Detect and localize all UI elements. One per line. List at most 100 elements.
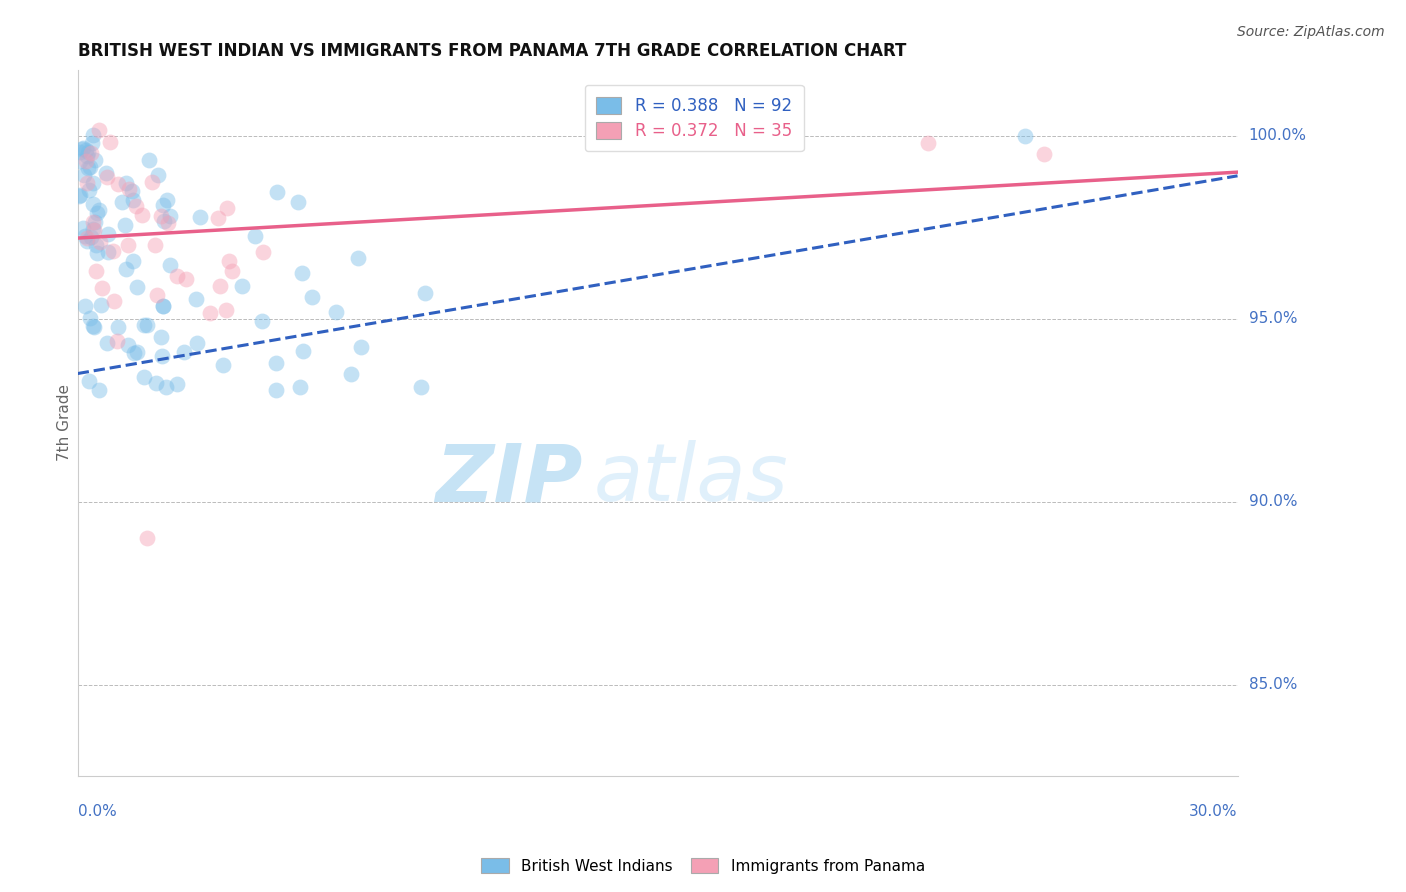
Point xyxy=(145,376,167,391)
Point xyxy=(250,314,273,328)
Point xyxy=(287,195,309,210)
Point xyxy=(73,168,96,182)
Point xyxy=(87,383,110,397)
Point xyxy=(762,136,785,150)
Text: ZIP: ZIP xyxy=(434,441,582,518)
Point xyxy=(125,344,148,359)
Point xyxy=(252,244,274,259)
Point xyxy=(98,136,121,150)
Point xyxy=(131,208,153,222)
Point xyxy=(76,231,98,245)
Point xyxy=(111,195,134,210)
Point xyxy=(152,299,174,313)
Point xyxy=(186,336,208,351)
Point xyxy=(89,235,111,250)
Point xyxy=(132,318,155,332)
Point xyxy=(156,193,179,207)
Point xyxy=(184,293,207,307)
Point xyxy=(152,198,174,212)
Point xyxy=(301,290,323,304)
Point xyxy=(155,380,177,394)
Point xyxy=(209,278,232,293)
Point xyxy=(350,340,373,354)
Point xyxy=(215,201,238,215)
Point xyxy=(917,136,939,150)
Point xyxy=(77,183,100,197)
Point xyxy=(84,153,107,167)
Point xyxy=(207,211,229,225)
Point xyxy=(72,221,94,235)
Point xyxy=(212,358,235,372)
Point xyxy=(103,244,125,259)
Point xyxy=(190,211,212,225)
Point xyxy=(86,206,108,220)
Point xyxy=(82,319,104,334)
Point xyxy=(79,374,101,388)
Point xyxy=(114,218,136,232)
Point xyxy=(91,281,114,295)
Point xyxy=(76,176,98,190)
Point xyxy=(75,143,97,157)
Point xyxy=(69,145,91,159)
Point xyxy=(121,184,143,198)
Point xyxy=(97,244,120,259)
Point xyxy=(215,302,238,317)
Point xyxy=(105,334,128,348)
Point xyxy=(264,356,287,370)
Point xyxy=(79,310,101,325)
Point xyxy=(122,345,145,359)
Point xyxy=(103,294,125,309)
Point xyxy=(292,344,315,359)
Y-axis label: 7th Grade: 7th Grade xyxy=(58,384,72,461)
Point xyxy=(94,166,117,180)
Point xyxy=(125,199,148,213)
Text: 85.0%: 85.0% xyxy=(1249,677,1296,692)
Point xyxy=(82,222,104,236)
Point xyxy=(218,253,240,268)
Point xyxy=(159,209,181,223)
Point xyxy=(136,318,159,332)
Point xyxy=(76,234,98,248)
Point xyxy=(149,209,172,223)
Point xyxy=(82,196,104,211)
Point xyxy=(150,349,173,363)
Point xyxy=(80,145,103,160)
Point xyxy=(153,213,176,227)
Point xyxy=(84,215,107,229)
Point xyxy=(115,262,138,277)
Point xyxy=(132,369,155,384)
Point xyxy=(173,344,195,359)
Point xyxy=(1014,128,1036,143)
Point xyxy=(83,223,105,237)
Point xyxy=(290,380,312,394)
Point xyxy=(138,153,160,167)
Point xyxy=(73,299,96,313)
Point xyxy=(231,279,253,293)
Point xyxy=(166,268,188,283)
Point xyxy=(266,185,288,199)
Point xyxy=(115,176,138,190)
Point xyxy=(149,330,172,344)
Point xyxy=(84,264,107,278)
Text: atlas: atlas xyxy=(593,441,789,518)
Point xyxy=(152,299,174,313)
Point xyxy=(291,266,314,280)
Point xyxy=(87,203,110,218)
Text: BRITISH WEST INDIAN VS IMMIGRANTS FROM PANAMA 7TH GRADE CORRELATION CHART: BRITISH WEST INDIAN VS IMMIGRANTS FROM P… xyxy=(77,42,905,60)
Point xyxy=(86,246,108,260)
Point xyxy=(76,149,98,163)
Legend: British West Indians, Immigrants from Panama: British West Indians, Immigrants from Pa… xyxy=(475,852,931,880)
Point xyxy=(75,229,97,244)
Text: 90.0%: 90.0% xyxy=(1249,494,1298,509)
Point xyxy=(264,383,287,397)
Point xyxy=(89,122,111,136)
Point xyxy=(90,297,112,311)
Point xyxy=(121,193,143,207)
Point xyxy=(174,271,197,285)
Text: 0.0%: 0.0% xyxy=(77,804,117,819)
Point xyxy=(82,177,104,191)
Point xyxy=(340,367,363,381)
Point xyxy=(118,182,141,196)
Text: 100.0%: 100.0% xyxy=(1249,128,1306,143)
Point xyxy=(198,305,221,319)
